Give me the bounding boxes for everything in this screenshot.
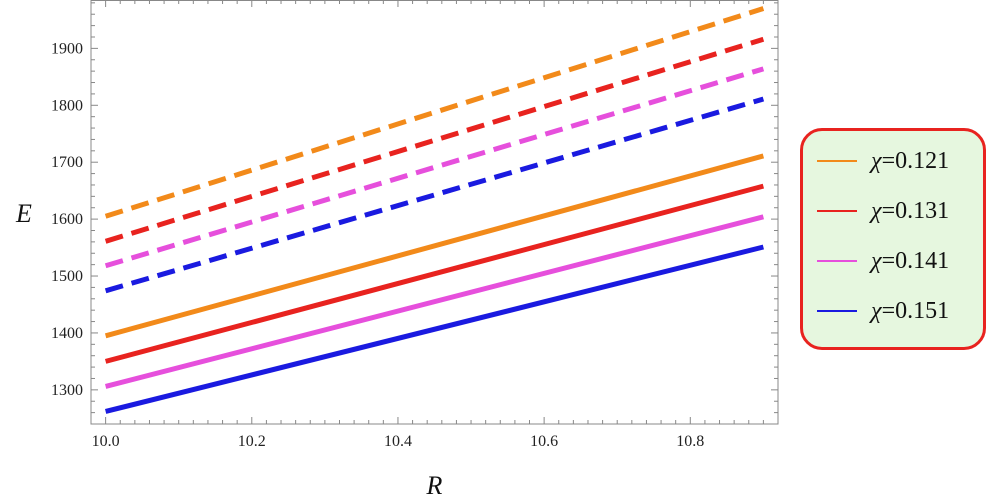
series-line-dashed-chi-0121 (104, 6, 765, 219)
y-axis-title: E (15, 199, 32, 228)
x-tick-label: 10.6 (530, 433, 558, 450)
ticks-layer: 10.0 10.2 10.4 10.6 10.8 1300 1400 1500 1600 1700… (51, 0, 779, 450)
y-tick-label: 1700 (51, 154, 83, 171)
chi-symbol: χ (871, 197, 882, 224)
series-line-solid-chi-0151 (105, 244, 764, 414)
series-line-solid-chi-0121 (104, 153, 765, 339)
chi-symbol: χ (871, 297, 882, 324)
legend-item-chi-0131: χ=0.131 (817, 196, 949, 226)
legend-label: χ=0.141 (871, 248, 949, 275)
legend: χ=0.121 χ=0.131 χ=0.141 χ=0.151 (800, 128, 986, 350)
plot-frame (90, 0, 779, 425)
series-layer (104, 6, 765, 414)
y-tick-label: 1300 (51, 382, 83, 399)
series-line-solid-chi-0141 (104, 214, 765, 389)
legend-label: χ=0.131 (871, 198, 949, 225)
legend-value: =0.121 (881, 147, 950, 174)
legend-item-chi-0141: χ=0.141 (817, 246, 949, 276)
legend-value: =0.131 (881, 197, 950, 224)
legend-label: χ=0.151 (871, 298, 949, 325)
legend-swatch (817, 310, 857, 312)
x-tick-label: 10.4 (384, 433, 412, 450)
legend-item-chi-0121: χ=0.121 (817, 146, 949, 176)
legend-value: =0.141 (881, 247, 950, 274)
x-tick-label: 10.8 (676, 433, 704, 450)
y-tick-label: 1900 (51, 40, 83, 57)
legend-swatch (817, 260, 857, 262)
series-line-dashed-chi-0151 (104, 96, 765, 294)
y-tick-label: 1400 (51, 325, 83, 342)
legend-swatch (817, 210, 857, 212)
legend-item-chi-0151: χ=0.151 (817, 296, 949, 326)
y-tick-label: 1800 (51, 97, 83, 114)
chi-symbol: χ (871, 247, 882, 274)
x-tick-label: 10.0 (92, 433, 120, 450)
legend-swatch (817, 160, 857, 162)
y-tick-label: 1500 (51, 268, 83, 285)
series-line-dashed-chi-0141 (104, 66, 765, 269)
legend-label: χ=0.121 (871, 148, 949, 175)
x-tick-label: 10.2 (238, 433, 266, 450)
series-line-dashed-chi-0131 (104, 36, 765, 244)
series-line-solid-chi-0131 (104, 183, 765, 364)
chi-symbol: χ (871, 147, 882, 174)
x-axis-title: R (426, 471, 443, 498)
y-tick-label: 1600 (51, 211, 83, 228)
legend-value: =0.151 (881, 297, 950, 324)
